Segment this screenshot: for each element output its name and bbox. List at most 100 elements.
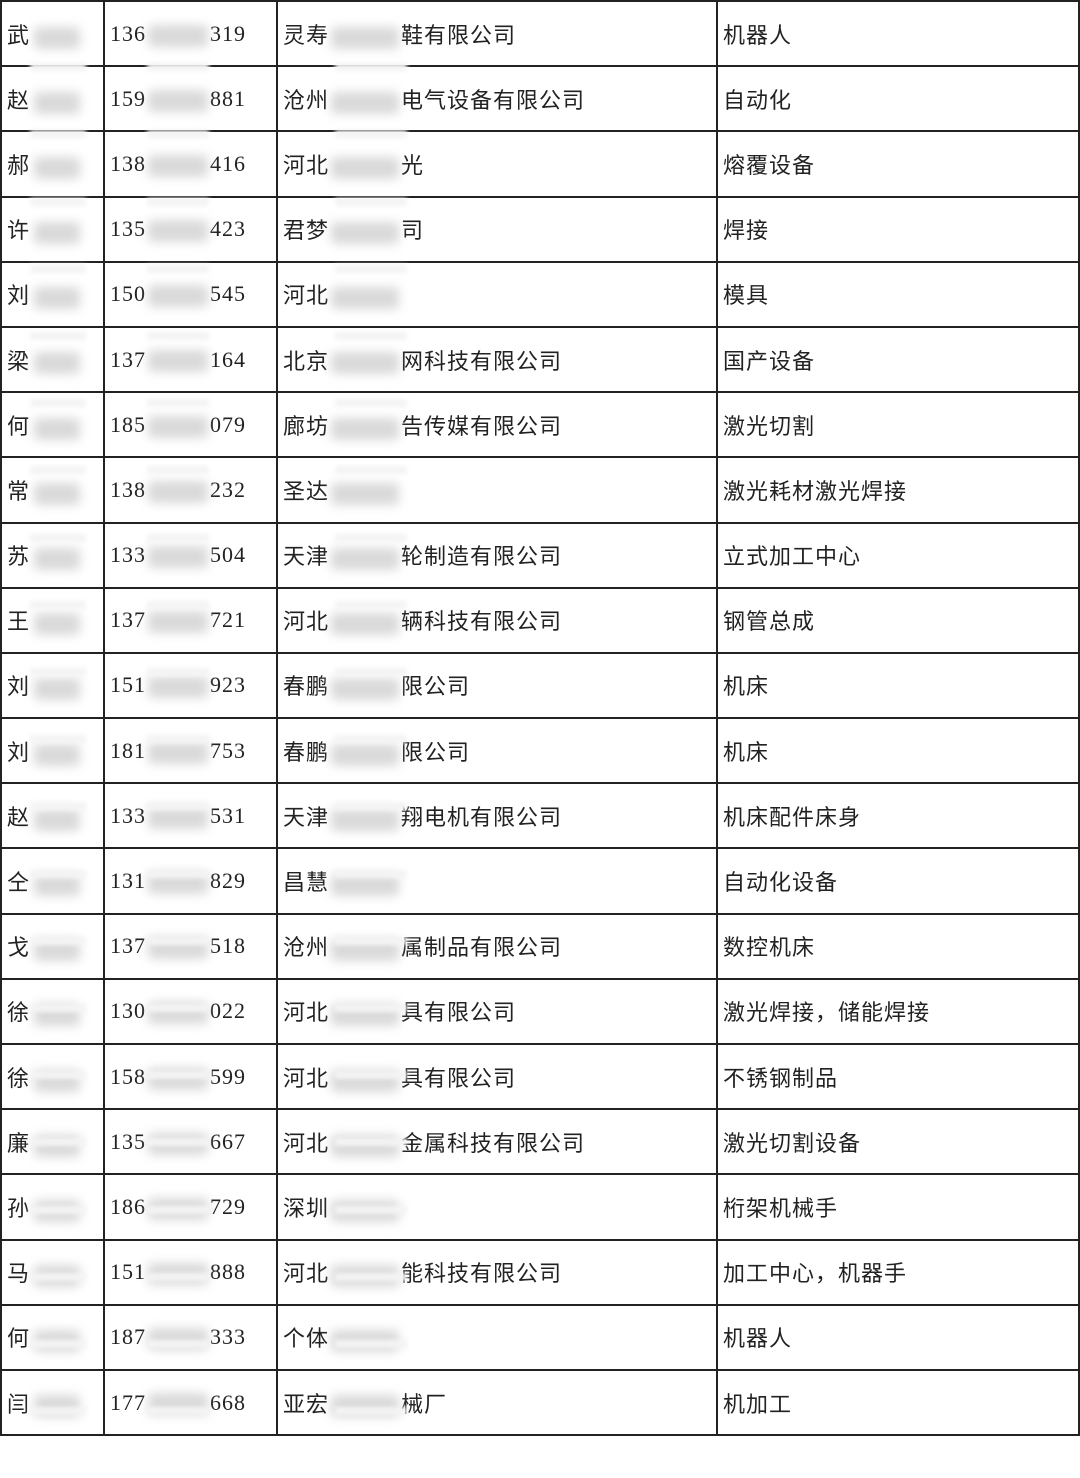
- table-row: 许 135 423 君梦 司 焊接: [0, 195, 1080, 263]
- redacted-blur: [34, 808, 81, 831]
- redaction-mask: [147, 1138, 209, 1147]
- category: 模具: [723, 283, 770, 309]
- redacted-blur: [331, 352, 400, 375]
- name-cell: 许: [0, 195, 105, 263]
- category-cell: 国产设备: [716, 325, 1080, 394]
- category-cell: 激光切割: [716, 391, 1080, 459]
- redaction-mask: [147, 936, 209, 945]
- phone-suffix: 022: [210, 998, 246, 1024]
- redaction-mask: [147, 130, 209, 139]
- company-suffix: 电气设备有限公司: [401, 87, 586, 113]
- phone-prefix: 159: [110, 85, 146, 111]
- redaction-mask: [147, 1004, 209, 1012]
- redaction-mask: [147, 600, 209, 609]
- redaction-mask: [30, 802, 86, 811]
- table-row: 常 138 232 圣达 激光耗材激光焊接: [0, 456, 1080, 524]
- table-row: 武 136 319 灵寿 鞋有限公司 机器人: [0, 0, 1080, 68]
- name-cell: 戈: [0, 912, 105, 980]
- redacted-blur: [331, 548, 400, 571]
- redacted-blur: [34, 548, 81, 571]
- redacted-blur: [148, 480, 208, 503]
- phone-prefix: 185: [110, 411, 146, 437]
- company-cell: 个体: [276, 1303, 718, 1371]
- name-cell: 王: [0, 586, 105, 654]
- surname: 常: [7, 478, 31, 504]
- phone-cell: 177 668: [103, 1368, 278, 1437]
- phone-cell: 181 753: [103, 717, 278, 785]
- contact-table: 武 136 319 灵寿 鞋有限公司 机器人赵 159 881 沧州 电气设备有限公司 自动化郝 13…: [0, 0, 1080, 1437]
- redacted-blur: [148, 220, 208, 243]
- phone-prefix: 150: [110, 281, 146, 307]
- category: 自动化设备: [723, 870, 839, 896]
- redacted-blur: [148, 741, 208, 764]
- redacted-blur: [331, 156, 400, 179]
- redaction-mask: [335, 936, 407, 945]
- name-cell: 郝: [0, 130, 105, 198]
- redaction-mask: [147, 1340, 209, 1348]
- phone-prefix: 186: [110, 1193, 146, 1219]
- name-cell: 刘: [0, 717, 105, 785]
- redacted-blur: [34, 26, 81, 49]
- redacted-blur: [34, 743, 81, 766]
- redaction-mask: [30, 197, 86, 206]
- phone-suffix: 504: [210, 542, 246, 568]
- category-cell: 数控机床: [716, 912, 1080, 980]
- phone-suffix: 531: [210, 802, 246, 828]
- redaction-mask: [335, 1004, 407, 1012]
- redacted-blur: [331, 743, 400, 766]
- phone-prefix: 130: [110, 998, 146, 1024]
- redaction-mask: [147, 264, 209, 273]
- table-row: 戈 137 518 沧州 属制品有限公司 数控机床: [0, 912, 1080, 980]
- redaction-mask: [30, 63, 86, 72]
- company-cell: 君梦 司: [276, 195, 718, 263]
- surname: 刘: [7, 283, 31, 309]
- redacted-blur: [331, 287, 400, 310]
- phone-suffix: 518: [210, 933, 246, 959]
- redaction-mask: [30, 1004, 86, 1012]
- name-cell: 梁: [0, 325, 105, 394]
- redaction-mask: [30, 668, 86, 676]
- company-prefix: 廊坊: [283, 413, 330, 439]
- redaction-mask: [30, 1340, 86, 1348]
- redaction-mask: [335, 197, 407, 206]
- category-cell: 机床: [716, 651, 1080, 720]
- phone-prefix: 135: [110, 216, 146, 242]
- phone-prefix: 138: [110, 476, 146, 502]
- phone-suffix: 753: [210, 737, 246, 763]
- company-prefix: 深圳: [283, 1195, 330, 1221]
- phone-suffix: 881: [210, 85, 246, 111]
- redacted-blur: [34, 352, 81, 375]
- phone-cell: 137 164: [103, 325, 278, 394]
- phone-prefix: 151: [110, 672, 146, 698]
- redaction-mask: [30, 332, 86, 340]
- phone-suffix: 829: [210, 868, 246, 894]
- surname: 王: [7, 609, 31, 635]
- category-cell: 熔覆设备: [716, 130, 1080, 198]
- phone-cell: 133 531: [103, 782, 278, 850]
- phone-suffix: 923: [210, 672, 246, 698]
- phone-prefix: 138: [110, 150, 146, 176]
- phone-cell: 138 232: [103, 456, 278, 524]
- redaction-mask: [335, 466, 407, 475]
- company-suffix: 告传媒有限公司: [401, 413, 563, 439]
- company-cell: 昌慧: [276, 847, 718, 915]
- surname: 何: [7, 1326, 31, 1352]
- company-prefix: 春鹏: [283, 674, 330, 700]
- surname: 孙: [7, 1195, 31, 1221]
- redacted-blur: [34, 873, 81, 896]
- redaction-mask: [147, 533, 209, 542]
- surname: 徐: [7, 1065, 31, 1091]
- category: 激光耗材激光焊接: [723, 478, 908, 504]
- company-prefix: 天津: [283, 804, 330, 830]
- company-prefix: 河北: [283, 1065, 330, 1091]
- redacted-blur: [148, 24, 208, 47]
- phone-prefix: 137: [110, 607, 146, 633]
- company-suffix: 能科技有限公司: [401, 1261, 563, 1287]
- category: 国产设备: [723, 348, 816, 374]
- table-row: 王 137 721 河北 辆科技有限公司 钢管总成: [0, 586, 1080, 654]
- surname: 戈: [7, 935, 31, 961]
- phone-suffix: 232: [210, 476, 246, 502]
- table-row: 梁 137 164 北京 网科技有限公司 国产设备: [0, 325, 1080, 394]
- category-cell: 机器人: [716, 0, 1080, 68]
- category-cell: 不锈钢制品: [716, 1042, 1080, 1111]
